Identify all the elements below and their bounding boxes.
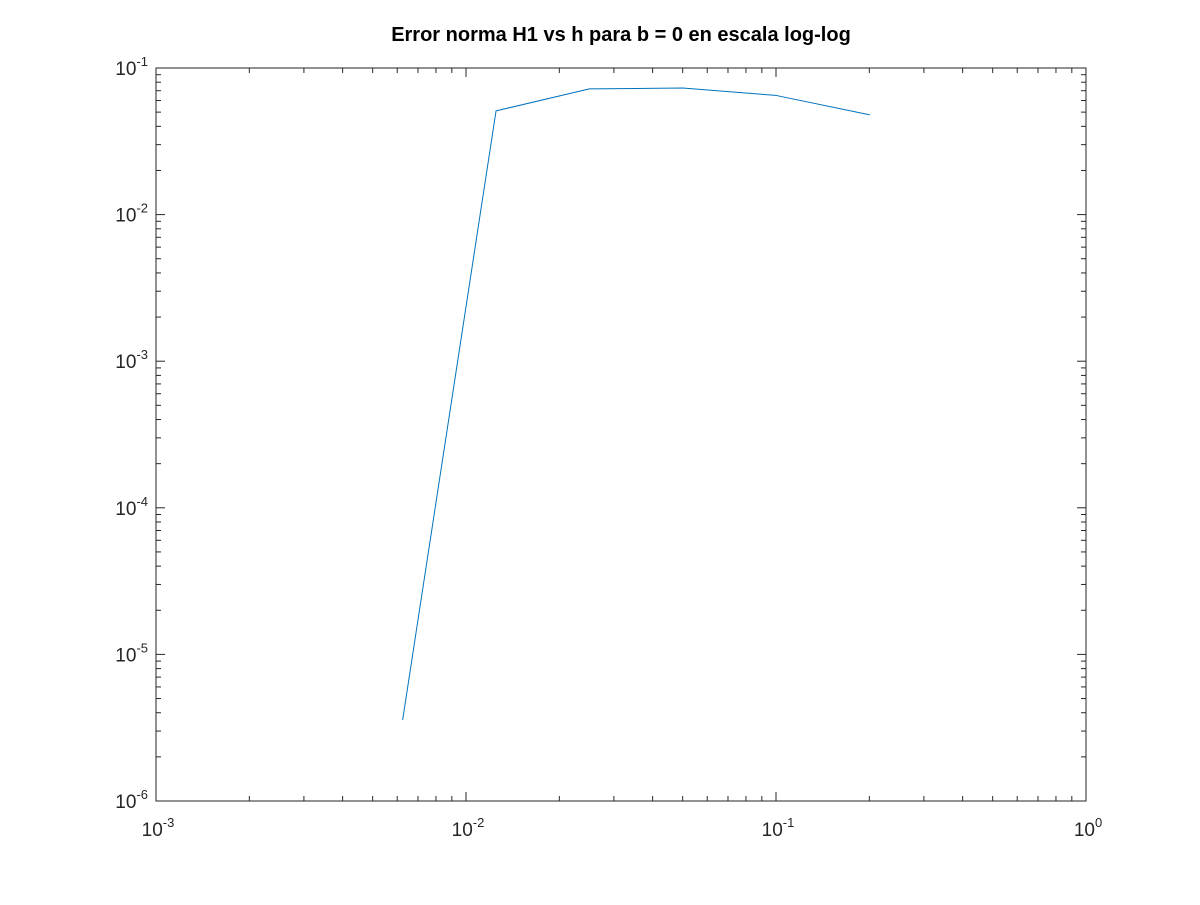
series-line	[402, 87, 870, 720]
x-tick-label: 10-2	[452, 815, 485, 841]
data-point	[868, 114, 870, 116]
y-tick-labels: 10-6 10-5 10-4 10-3 10-2 10-1	[115, 54, 148, 813]
y-tick-label: 10-4	[115, 494, 148, 520]
y-tick-label: 10-3	[115, 347, 148, 373]
minor-ticks	[156, 68, 1086, 801]
x-tick-labels: 10-3 10-2 10-1 100	[142, 815, 1103, 841]
data-point	[402, 718, 404, 720]
data-point	[495, 110, 497, 112]
data-point	[775, 94, 777, 96]
major-ticks	[155, 67, 1087, 802]
y-tick-label: 10-6	[115, 787, 148, 813]
x-tick-label: 10-3	[142, 815, 175, 841]
x-tick-label: 10-1	[762, 815, 795, 841]
y-tick-label: 10-5	[115, 640, 148, 666]
series-layer	[402, 87, 870, 720]
y-tick-label: 10-1	[115, 54, 148, 80]
data-point	[682, 87, 684, 89]
plot-area	[155, 67, 1087, 802]
y-tick-label: 10-2	[115, 201, 148, 227]
data-point	[588, 88, 590, 90]
chart-title: Error norma H1 vs h para b = 0 en escala…	[391, 24, 851, 46]
x-tick-label: 100	[1074, 815, 1102, 841]
